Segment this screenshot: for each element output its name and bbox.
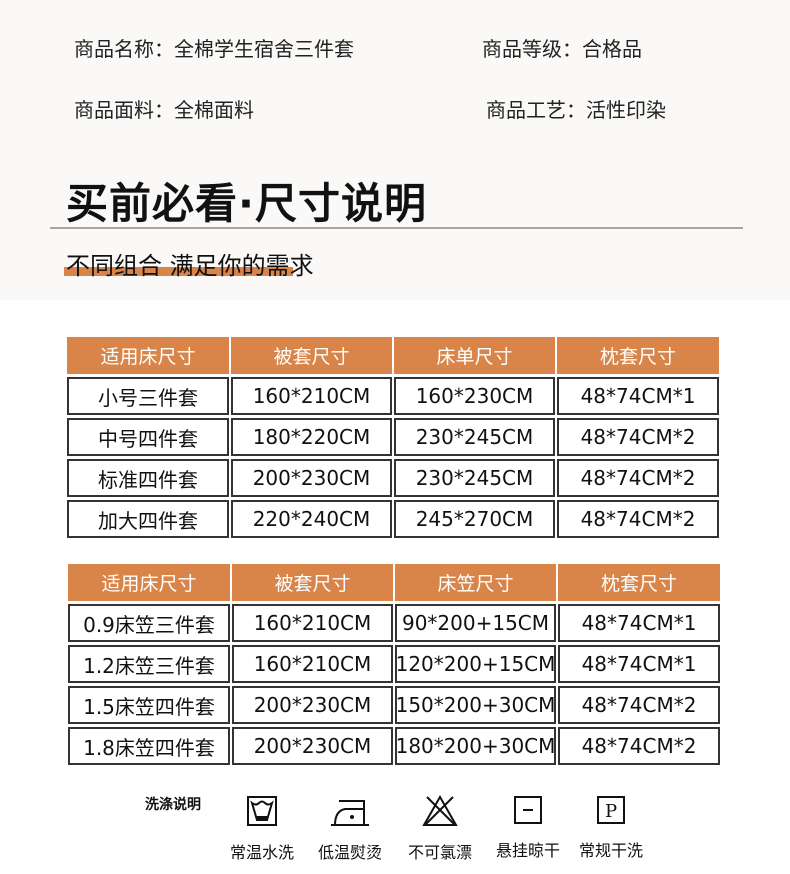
table-cell: 200*230CM bbox=[232, 727, 393, 765]
table-cell: 48*74CM*1 bbox=[558, 604, 720, 642]
table-cell: 48*74CM*2 bbox=[557, 500, 719, 538]
wash-item: 常温水洗 bbox=[217, 795, 307, 863]
column-header: 适用床尺寸 bbox=[68, 564, 230, 601]
page-title: 买前必看·尺寸说明 bbox=[66, 179, 427, 228]
table-cell: 200*230CM bbox=[232, 686, 393, 724]
column-header: 被套尺寸 bbox=[231, 337, 392, 374]
top-background bbox=[0, 0, 790, 300]
row-label-cell: 1.8床笠四件套 bbox=[68, 727, 230, 765]
subtitle-text: 不同组合 满足你的需求 bbox=[66, 252, 314, 280]
table-cell: 245*270CM bbox=[394, 500, 555, 538]
table-cell: 200*230CM bbox=[231, 459, 392, 497]
size-table-fitted: 适用床尺寸 被套尺寸 床笠尺寸 枕套尺寸 0.9床笠三件套 160*210CM 90*200… bbox=[68, 564, 720, 765]
table-cell: 90*200+15CM bbox=[395, 604, 556, 642]
column-header: 被套尺寸 bbox=[232, 564, 393, 601]
wash-item-label: 常规干洗 bbox=[578, 841, 643, 860]
table-cell: 230*245CM bbox=[394, 459, 555, 497]
column-header: 床单尺寸 bbox=[394, 337, 555, 374]
dry-clean-icon: P bbox=[597, 796, 625, 824]
column-header: 枕套尺寸 bbox=[557, 337, 719, 374]
column-header: 床笠尺寸 bbox=[395, 564, 556, 601]
subtitle: 不同组合 满足你的需求 bbox=[64, 246, 314, 281]
table-cell: 48*74CM*2 bbox=[558, 727, 720, 765]
row-label-cell: 小号三件套 bbox=[67, 377, 229, 415]
table-cell: 160*210CM bbox=[231, 377, 392, 415]
wash-item-label: 低温熨烫 bbox=[317, 843, 382, 862]
row-label-cell: 中号四件套 bbox=[67, 418, 229, 456]
table-cell: 230*245CM bbox=[394, 418, 555, 456]
table-cell: 160*210CM bbox=[232, 645, 393, 683]
table-cell: 180*200+30CM bbox=[395, 727, 556, 765]
table-cell: 220*240CM bbox=[231, 500, 392, 538]
column-header: 枕套尺寸 bbox=[558, 564, 720, 601]
hang-dry-icon bbox=[514, 796, 542, 824]
wash-item-label: 常温水洗 bbox=[229, 843, 294, 862]
table-cell: 120*200+15CM bbox=[395, 645, 556, 683]
row-label-cell: 1.2床笠三件套 bbox=[68, 645, 230, 683]
row-label-cell: 0.9床笠三件套 bbox=[68, 604, 230, 642]
divider bbox=[50, 227, 743, 229]
column-header: 适用床尺寸 bbox=[67, 337, 229, 374]
wash-item: 不可氯漂 bbox=[395, 795, 485, 863]
table-cell: 180*220CM bbox=[231, 418, 392, 456]
table-cell: 160*210CM bbox=[232, 604, 393, 642]
no-bleach-icon bbox=[422, 795, 458, 826]
wash-item-label: 不可氯漂 bbox=[407, 843, 472, 862]
table-cell: 160*230CM bbox=[394, 377, 555, 415]
size-table-standard: 适用床尺寸 被套尺寸 床单尺寸 枕套尺寸小号三件套 160*210CM 160*230CM… bbox=[67, 337, 719, 538]
wash-item: P 常规干洗 bbox=[566, 795, 656, 861]
product-craft: 商品工艺：活性印染 bbox=[486, 98, 666, 122]
wash-item: 低温熨烫 bbox=[305, 795, 395, 863]
wash-item-label: 悬挂晾干 bbox=[495, 841, 560, 860]
wash-item: 悬挂晾干 bbox=[483, 795, 573, 861]
product-name: 商品名称：全棉学生宿舍三件套 bbox=[74, 37, 354, 61]
row-label-cell: 标准四件套 bbox=[67, 459, 229, 497]
table-cell: 48*74CM*2 bbox=[557, 459, 719, 497]
table-cell: 48*74CM*2 bbox=[558, 686, 720, 724]
row-label-cell: 加大四件套 bbox=[67, 500, 229, 538]
table-cell: 150*200+30CM bbox=[395, 686, 556, 724]
highlight-bar bbox=[64, 267, 293, 276]
wash-label: 洗涤说明 bbox=[145, 797, 201, 813]
row-label-cell: 1.5床笠四件套 bbox=[68, 686, 230, 724]
product-grade: 商品等级：合格品 bbox=[482, 37, 642, 61]
table-cell: 48*74CM*1 bbox=[558, 645, 720, 683]
table-cell: 48*74CM*1 bbox=[557, 377, 719, 415]
product-fabric: 商品面料：全棉面料 bbox=[74, 98, 254, 122]
wash-tub-icon bbox=[247, 796, 277, 826]
iron-low-icon bbox=[331, 800, 369, 826]
table-cell: 48*74CM*2 bbox=[557, 418, 719, 456]
svg-text:P: P bbox=[605, 801, 617, 822]
